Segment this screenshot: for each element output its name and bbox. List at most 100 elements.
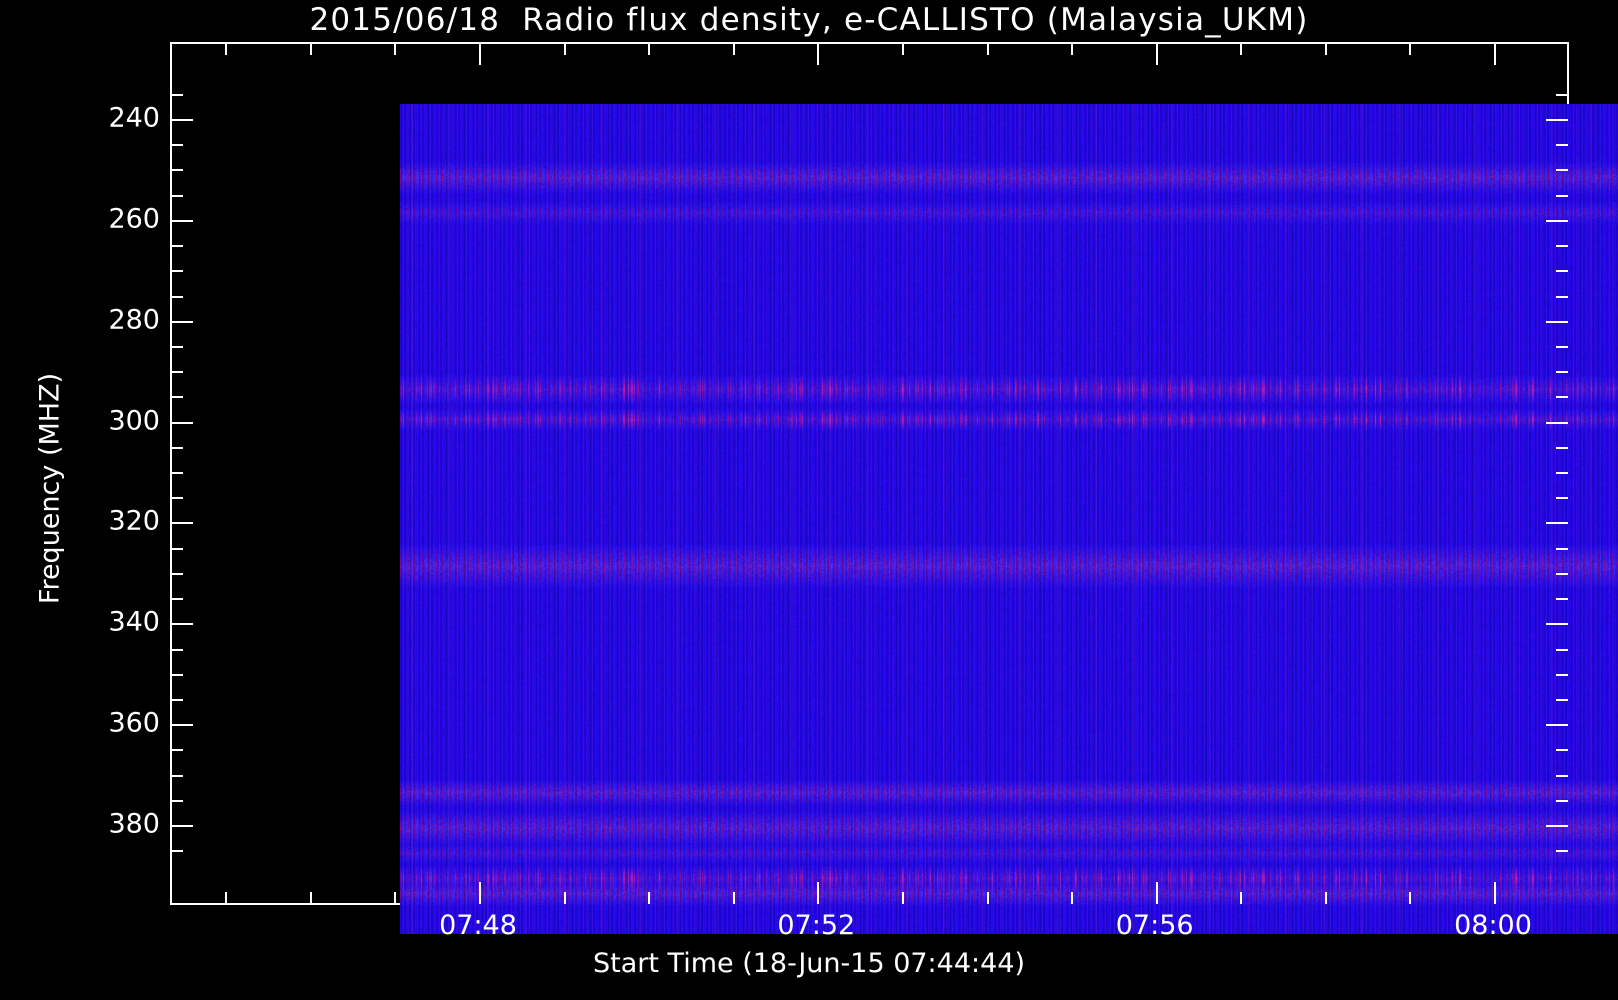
y-tick-minor: [1556, 598, 1568, 601]
y-tick-minor: [171, 270, 183, 273]
y-tick-minor: [1556, 799, 1568, 802]
y-tick-label: 380: [108, 808, 160, 840]
x-tick-minor: [309, 892, 312, 904]
x-axis-title: Start Time (18-Jun-15 07:44:44): [593, 948, 1025, 979]
y-tick-major: [171, 825, 193, 827]
y-tick-major: [1546, 522, 1568, 525]
y-tick-minor: [171, 648, 183, 651]
y-tick-major: [1546, 724, 1568, 727]
y-tick-minor: [1556, 396, 1568, 399]
y-tick-minor: [1556, 472, 1568, 474]
y-tick-minor: [1556, 850, 1568, 853]
y-tick-minor: [171, 598, 183, 601]
y-tick-minor: [171, 245, 183, 248]
x-tick-major: [817, 43, 820, 65]
y-tick-major: [171, 724, 193, 727]
y-tick-major: [171, 219, 193, 222]
noise-texture-coarse: [400, 104, 1618, 934]
y-tick-minor: [171, 169, 183, 172]
plot-frame: [170, 42, 1618, 934]
y-tick-minor: [171, 673, 183, 676]
x-tick-minor: [563, 43, 566, 55]
y-tick-minor: [171, 295, 183, 298]
x-tick-minor: [732, 892, 735, 904]
spectrogram-pixels: [400, 104, 1618, 934]
x-tick-minor: [901, 43, 904, 55]
x-tick-minor: [309, 43, 312, 55]
y-tick-minor: [171, 850, 183, 853]
y-tick-minor: [1556, 497, 1568, 500]
y-tick-major: [1546, 623, 1568, 626]
y-tick-minor: [1556, 169, 1568, 172]
y-tick-label: 260: [108, 203, 160, 235]
x-tick-major: [479, 882, 481, 904]
x-tick-label: 07:56: [1115, 910, 1194, 941]
x-axis-tick-labels: 07:48 07:52 07:56 08:00: [0, 910, 1618, 950]
x-tick-label: 07:52: [777, 910, 856, 941]
y-tick-minor: [1556, 295, 1568, 298]
x-tick-minor: [648, 892, 651, 904]
y-tick-major: [1546, 219, 1568, 222]
spectrogram-canvas: [400, 104, 1618, 934]
x-tick-minor: [1409, 892, 1412, 904]
x-tick-label: 08:00: [1454, 910, 1532, 941]
y-tick-minor: [1556, 371, 1568, 374]
y-tick-minor: [1556, 572, 1568, 575]
x-tick-minor: [1240, 892, 1243, 904]
y-tick-major: [171, 522, 193, 525]
y-tick-minor: [1556, 93, 1568, 96]
y-tick-major: [1546, 421, 1568, 424]
x-tick-minor: [563, 892, 566, 904]
y-tick-major: [1546, 320, 1568, 323]
y-tick-minor: [171, 547, 183, 550]
y-tick-minor: [1556, 245, 1568, 248]
y-tick-minor: [171, 446, 183, 449]
y-axis-tick-labels: 240 260 280 300 320 340 360 380: [0, 42, 160, 905]
y-tick-minor: [171, 774, 183, 777]
y-tick-minor: [171, 799, 183, 802]
x-tick-minor: [1324, 43, 1327, 55]
x-tick-minor: [225, 892, 228, 904]
x-tick-minor: [1071, 43, 1074, 55]
y-tick-major: [171, 119, 193, 121]
y-tick-minor: [1556, 270, 1568, 273]
y-tick-minor: [1556, 749, 1568, 752]
spectrogram-image: [400, 104, 1618, 934]
y-tick-major: [1546, 119, 1568, 121]
x-tick-minor: [986, 43, 989, 55]
y-tick-minor: [171, 497, 183, 500]
y-tick-label: 240: [108, 102, 160, 134]
noise-texture-fine: [400, 104, 1618, 934]
figure-title: 2015/06/18 Radio flux density, e-CALLIST…: [309, 2, 1309, 38]
x-tick-minor: [986, 892, 989, 904]
y-tick-minor: [171, 749, 183, 752]
y-tick-minor: [1556, 547, 1568, 550]
x-tick-minor: [1409, 43, 1412, 55]
x-tick-label: 07:48: [439, 910, 517, 941]
y-tick-minor: [171, 144, 183, 147]
x-tick-minor: [901, 892, 904, 904]
x-tick-major: [1155, 43, 1158, 65]
y-tick-label: 340: [108, 606, 160, 638]
y-tick-minor: [1556, 345, 1568, 348]
y-tick-minor: [1556, 194, 1568, 197]
x-tick-minor: [225, 43, 228, 55]
x-tick-major: [1155, 882, 1158, 904]
y-tick-minor: [1556, 774, 1568, 777]
y-tick-major: [171, 320, 193, 323]
x-tick-minor: [394, 43, 397, 55]
y-tick-label: 300: [108, 405, 160, 437]
y-tick-minor: [171, 396, 183, 399]
y-tick-minor: [1556, 673, 1568, 676]
y-tick-label: 320: [108, 505, 160, 537]
y-tick-minor: [1556, 144, 1568, 147]
y-tick-minor: [171, 472, 183, 474]
y-tick-label: 360: [108, 707, 160, 739]
y-axis-title: Frequency (MHZ): [34, 372, 66, 605]
x-tick-minor: [648, 43, 651, 55]
y-tick-minor: [1556, 446, 1568, 449]
y-tick-minor: [171, 698, 183, 701]
x-tick-major: [1494, 882, 1496, 904]
y-tick-minor: [1556, 648, 1568, 651]
